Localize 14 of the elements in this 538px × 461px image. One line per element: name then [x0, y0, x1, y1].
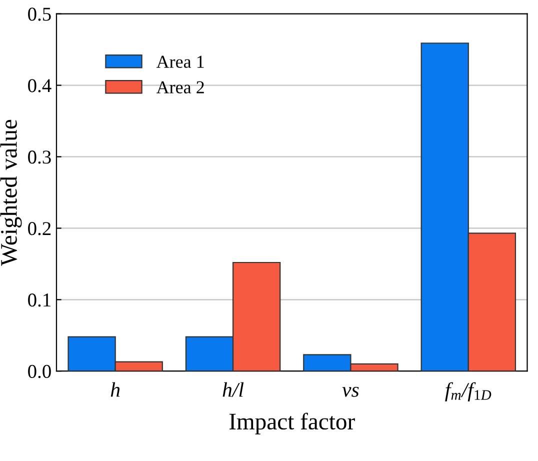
legend-label: Area 2 — [156, 81, 204, 94]
y-tick-label: 0.0 — [28, 364, 51, 378]
y-tick-label: 0.3 — [28, 150, 51, 164]
x-tick-label: f$_{m}$/f$_{1D}$ — [445, 382, 492, 402]
x-tick-label: h/l — [222, 382, 244, 397]
y-tick-label: 0.1 — [28, 293, 50, 307]
y-tick-label: 0.4 — [28, 79, 52, 92]
y-tick-label: 0.5 — [28, 8, 51, 21]
y-axis-title: Weighted value — [0, 120, 22, 266]
x-axis-title: Impact factor — [229, 412, 355, 434]
x-tick-label: h — [110, 382, 120, 397]
legend-label: Area 1 — [156, 56, 204, 68]
x-tick-label: vs — [342, 386, 359, 397]
y-tick-label: 0.2 — [28, 222, 51, 236]
